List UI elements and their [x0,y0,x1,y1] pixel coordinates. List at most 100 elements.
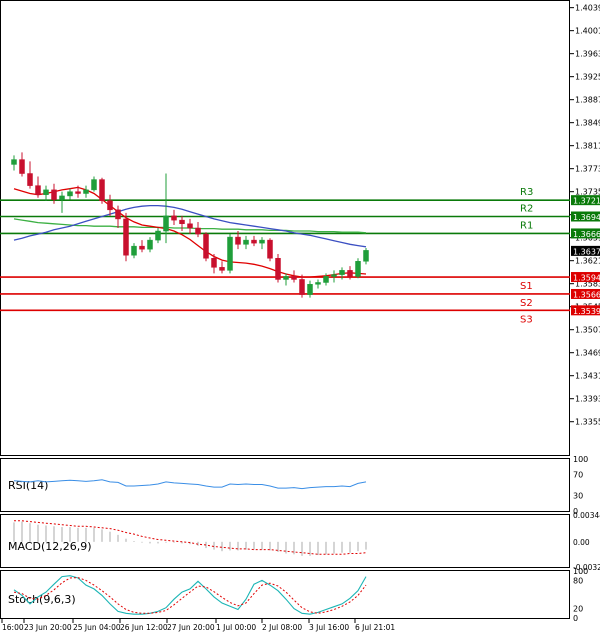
stoch-tick-label: 0 [573,614,578,623]
candle [99,177,105,204]
stoch-tick-label: 20 [573,605,583,614]
level-tag-r3 [571,195,600,206]
candle-body [323,276,329,283]
candle-body [259,239,265,244]
candle-body [331,274,337,277]
candle-body [235,236,241,245]
candle-body [163,215,169,232]
price-tick-label: 1.40010 [575,27,600,36]
current-price-box [571,245,600,256]
current-price-tag: 1.36372 [571,245,600,256]
candle [227,234,233,274]
candle [123,212,129,262]
time-tick-label: 6 Jul 21:01 [355,623,395,632]
level-name-r2: R2 [520,203,533,214]
price-tick-label: 1.34690 [575,349,600,358]
level-name-s2: S2 [520,298,533,309]
candle-body [219,267,225,271]
candle [155,228,161,244]
macd-plot [13,520,367,556]
candle-body [275,258,281,280]
candle [267,238,273,262]
candle-body [91,179,97,191]
candle [219,261,225,274]
candle [51,183,57,204]
time-tick-label: 2 Jul 08:00 [262,623,302,632]
pivot-level-labels: R3 1.37210 R2 1.36940 R1 1.36660 S1 1.35940 S2 1.… [520,187,600,325]
candle-body [203,233,209,259]
candle [283,273,289,286]
current-price-value: 1.36372 [573,247,600,256]
candle-body [99,179,105,202]
rsi-tick-label: 100 [573,455,588,464]
candle [19,152,25,177]
price-tick-label: 1.38110 [575,142,600,151]
level-tag-r1 [571,228,600,239]
level-tag-value-r2: 1.36940 [573,213,600,222]
time-axis: 16:00 23 Jun 20:00 25 Jun 04:00 26 Jun 12:0… [1,619,395,632]
candle [59,191,65,213]
candle [299,274,305,298]
level-name-s3: S3 [520,314,533,325]
candle-body [299,279,305,295]
rsi-series-line [13,479,367,490]
candle [355,258,361,279]
candle-body [35,185,41,195]
candle [75,185,81,198]
price-tick-label: 1.33930 [575,395,600,404]
candle-body [267,239,273,259]
price-tick-label: 1.37350 [575,188,600,197]
candle-body [139,245,145,250]
candle [259,237,265,250]
level-tag-value-s2: 1.35660 [573,290,600,299]
macd-signal-line [14,520,367,555]
candle-body [339,270,345,275]
candle [107,194,113,216]
time-tick-label: 27 Jun 20:00 [167,623,215,632]
level-tag-s3 [571,305,600,316]
candle-body [227,236,233,271]
level-name-s1: S1 [520,281,533,292]
candle [67,188,73,200]
candle [203,232,209,262]
price-tick-label: 1.35830 [575,280,600,289]
candle-body [43,189,49,195]
candle-body [347,270,353,277]
candle [307,280,313,298]
candle-body [75,191,81,194]
price-tick-label: 1.33550 [575,418,600,427]
candle [35,176,41,198]
candle [315,279,321,289]
candle-body [131,245,137,256]
candle-body [211,258,217,268]
candle [243,235,249,250]
rsi-tick-label: 30 [573,491,583,500]
candle [187,218,193,235]
candle-body [51,189,57,200]
rsi-line [13,479,367,490]
candle-body [115,209,121,220]
candle-body [67,191,73,197]
price-tick-label: 1.39250 [575,73,600,82]
candle-body [59,195,65,200]
candle [211,254,217,274]
candle [11,155,17,171]
macd-tick-label: 0.00 [573,538,590,547]
candle-body [355,261,361,277]
candle-body [171,215,177,221]
candle-body [315,282,321,285]
candle [27,161,33,189]
stoch-signal-line [13,577,367,614]
candle [291,270,297,283]
stoch-title: Stoch(9,6,3) [8,593,76,606]
candle [139,240,145,253]
level-name-r3: R3 [520,187,533,198]
candle-body [243,239,249,245]
candle [323,273,329,286]
candle-body [251,239,257,244]
price-tick-label: 1.37730 [575,165,600,174]
level-tag-r2 [571,211,600,222]
